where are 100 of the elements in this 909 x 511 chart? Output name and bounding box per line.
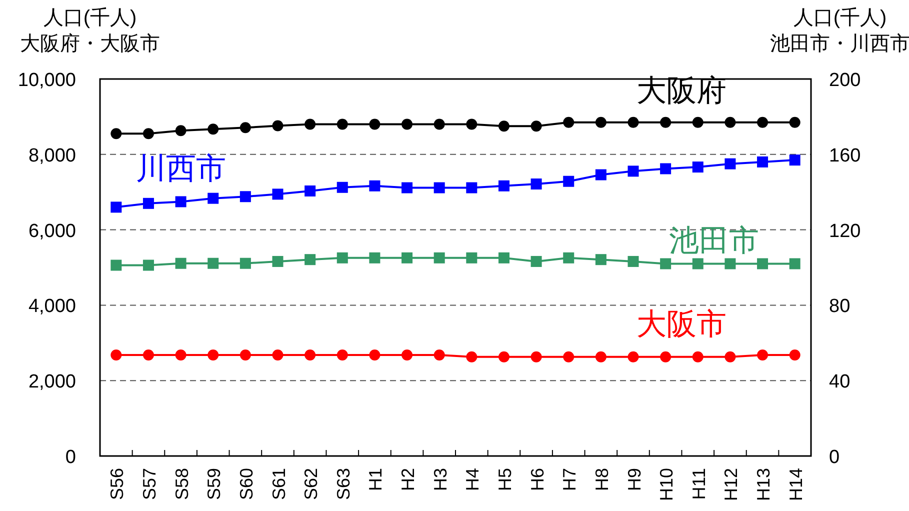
point	[272, 120, 284, 132]
point	[757, 156, 768, 168]
y2-tick-label: 160	[829, 145, 861, 166]
y2-tick-label: 80	[829, 296, 850, 318]
point	[110, 349, 122, 360]
x-tick-label: S61	[268, 468, 289, 500]
y2-tick-label: 0	[829, 447, 840, 468]
x-tick-label: H7	[560, 468, 580, 492]
point	[336, 182, 348, 193]
point	[336, 349, 348, 360]
y-tick-label: 10,000	[18, 70, 76, 91]
y-axis-title: 人口(千人) 大阪府・大阪市	[20, 7, 160, 55]
series-label: 川西市	[136, 152, 226, 186]
point	[369, 118, 380, 130]
point	[272, 349, 284, 360]
point	[240, 258, 251, 269]
point	[692, 162, 704, 173]
x-tick-label: S59	[204, 468, 224, 500]
point	[336, 252, 348, 264]
y2-tick-label: 40	[829, 372, 850, 393]
x-tick-label: H11	[688, 468, 709, 500]
x-tick-label: H9	[624, 468, 644, 492]
point	[208, 124, 219, 135]
y2-tick-label: 120	[829, 220, 861, 242]
point	[789, 258, 800, 270]
point	[563, 176, 574, 187]
point	[336, 118, 348, 130]
point	[628, 166, 639, 177]
point	[724, 258, 736, 270]
point	[369, 252, 380, 264]
x-tick-label: H3	[430, 468, 450, 492]
point	[789, 154, 800, 166]
point	[272, 256, 284, 267]
point	[660, 351, 672, 362]
point	[142, 260, 154, 271]
point	[724, 158, 736, 170]
point	[692, 258, 704, 270]
point	[530, 178, 542, 190]
x-tick-label: S57	[139, 468, 160, 500]
point	[530, 256, 542, 267]
x-tick-label: H8	[592, 468, 612, 492]
y-tick-label: 0	[65, 447, 76, 468]
point	[402, 182, 413, 194]
x-tick-label: H2	[398, 468, 418, 492]
point	[530, 120, 542, 132]
point	[208, 192, 219, 204]
point	[466, 182, 478, 194]
point	[175, 349, 186, 360]
point	[466, 351, 478, 362]
y-tick-label: 8,000	[28, 145, 76, 166]
point	[369, 349, 380, 360]
point	[692, 116, 704, 128]
point	[304, 185, 316, 196]
point	[240, 349, 251, 360]
point	[466, 252, 478, 264]
point	[757, 349, 768, 360]
point	[563, 252, 574, 264]
point	[757, 258, 768, 270]
point	[240, 122, 251, 134]
point	[208, 258, 219, 269]
x-tick-label: H10	[656, 468, 677, 502]
point	[175, 125, 186, 136]
point	[692, 351, 704, 362]
y-tick-label: 6,000	[28, 220, 76, 242]
point	[142, 198, 154, 209]
point	[660, 258, 672, 270]
point	[142, 349, 154, 360]
point	[369, 180, 380, 192]
point	[466, 118, 478, 130]
x-tick-label: H1	[366, 468, 386, 492]
series-label: 大阪市	[636, 308, 727, 341]
point	[628, 351, 639, 362]
point	[595, 116, 606, 128]
point	[595, 169, 606, 180]
point	[434, 182, 445, 194]
point	[110, 128, 122, 140]
y-tick-label: 2,000	[28, 372, 76, 393]
point	[595, 254, 606, 266]
point	[724, 116, 736, 128]
point	[304, 118, 316, 130]
x-tick-label: S56	[107, 468, 128, 500]
point	[789, 116, 800, 128]
point	[498, 252, 510, 264]
point	[498, 351, 510, 362]
point	[402, 349, 413, 360]
point	[402, 118, 413, 130]
point	[789, 349, 800, 360]
point	[628, 256, 639, 267]
x-tick-label: H12	[721, 468, 742, 502]
x-tick-label: S62	[301, 468, 322, 500]
x-tick-label: H13	[754, 468, 774, 502]
point	[595, 351, 606, 362]
point	[434, 118, 445, 130]
point	[660, 116, 672, 128]
point	[304, 254, 316, 266]
point	[563, 116, 574, 128]
point	[208, 349, 219, 360]
x-tick-label: H4	[462, 468, 483, 492]
point	[757, 116, 768, 128]
point	[724, 351, 736, 362]
